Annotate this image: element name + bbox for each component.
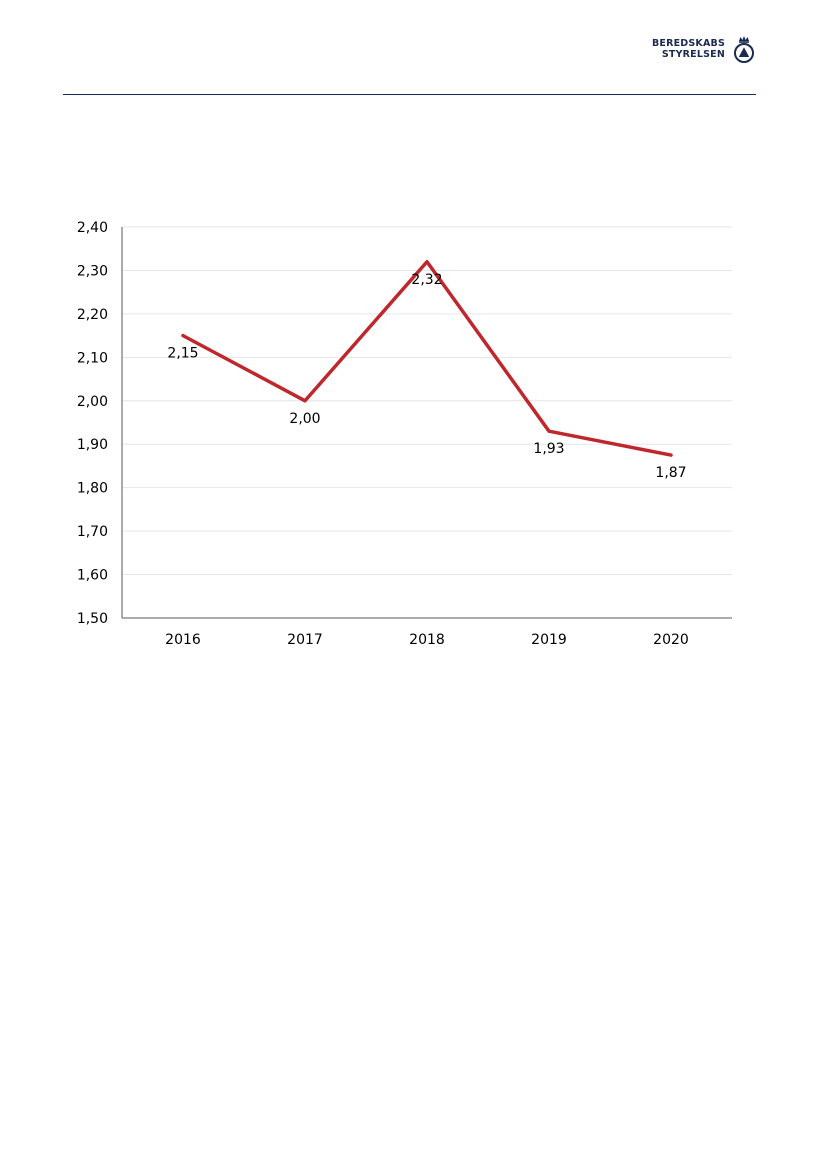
x-tick-label: 2019 xyxy=(531,632,567,648)
logo-line-1: BEREDSKABS xyxy=(651,38,725,49)
y-tick-label: 1,80 xyxy=(77,481,108,497)
header-divider xyxy=(63,94,756,95)
y-tick-label: 2,00 xyxy=(77,394,108,410)
y-tick-label: 1,60 xyxy=(77,568,108,584)
data-label: 2,15 xyxy=(167,346,198,362)
crown-shield-icon xyxy=(734,36,754,63)
chart-svg: 1,50 1,60 1,70 1,80 1,90 2,00 2,10 2,20 2,30 2,40… xyxy=(77,220,732,648)
x-tick-label: 2016 xyxy=(165,632,201,648)
y-tick-label: 2,20 xyxy=(77,307,108,323)
line-chart: 1,50 1,60 1,70 1,80 1,90 2,00 2,10 2,20 2,30 2,40… xyxy=(77,220,732,648)
logo-line-2: STYRELSEN xyxy=(661,49,725,60)
y-tick-label: 2,40 xyxy=(77,220,108,236)
brand-logo: BEREDSKABS STYRELSEN xyxy=(652,34,757,64)
x-tick-label: 2017 xyxy=(287,632,323,648)
series-line xyxy=(181,260,673,457)
y-tick-label: 1,70 xyxy=(77,524,108,540)
data-label: 1,93 xyxy=(533,441,564,457)
data-label: 2,32 xyxy=(411,272,442,288)
x-tick-labels: 2016 2017 2018 2019 2020 xyxy=(165,632,689,648)
data-labels: 2,15 2,00 2,32 1,93 1,87 xyxy=(167,272,686,481)
y-tick-label: 1,50 xyxy=(77,611,108,627)
logo-text: BEREDSKABS STYRELSEN xyxy=(652,38,725,60)
data-label: 1,87 xyxy=(655,465,686,481)
y-tick-labels: 1,50 1,60 1,70 1,80 1,90 2,00 2,10 2,20 2,30 2,40 xyxy=(77,220,108,627)
y-tick-label: 2,10 xyxy=(77,350,108,366)
axis-layer xyxy=(121,227,732,619)
data-label: 2,00 xyxy=(289,411,320,427)
x-tick-label: 2018 xyxy=(409,632,445,648)
series-layer xyxy=(181,260,673,457)
y-tick-label: 1,90 xyxy=(77,437,108,453)
x-tick-label: 2020 xyxy=(653,632,689,648)
y-tick-label: 2,30 xyxy=(77,263,108,279)
page-header: BEREDSKABS STYRELSEN xyxy=(0,0,827,100)
